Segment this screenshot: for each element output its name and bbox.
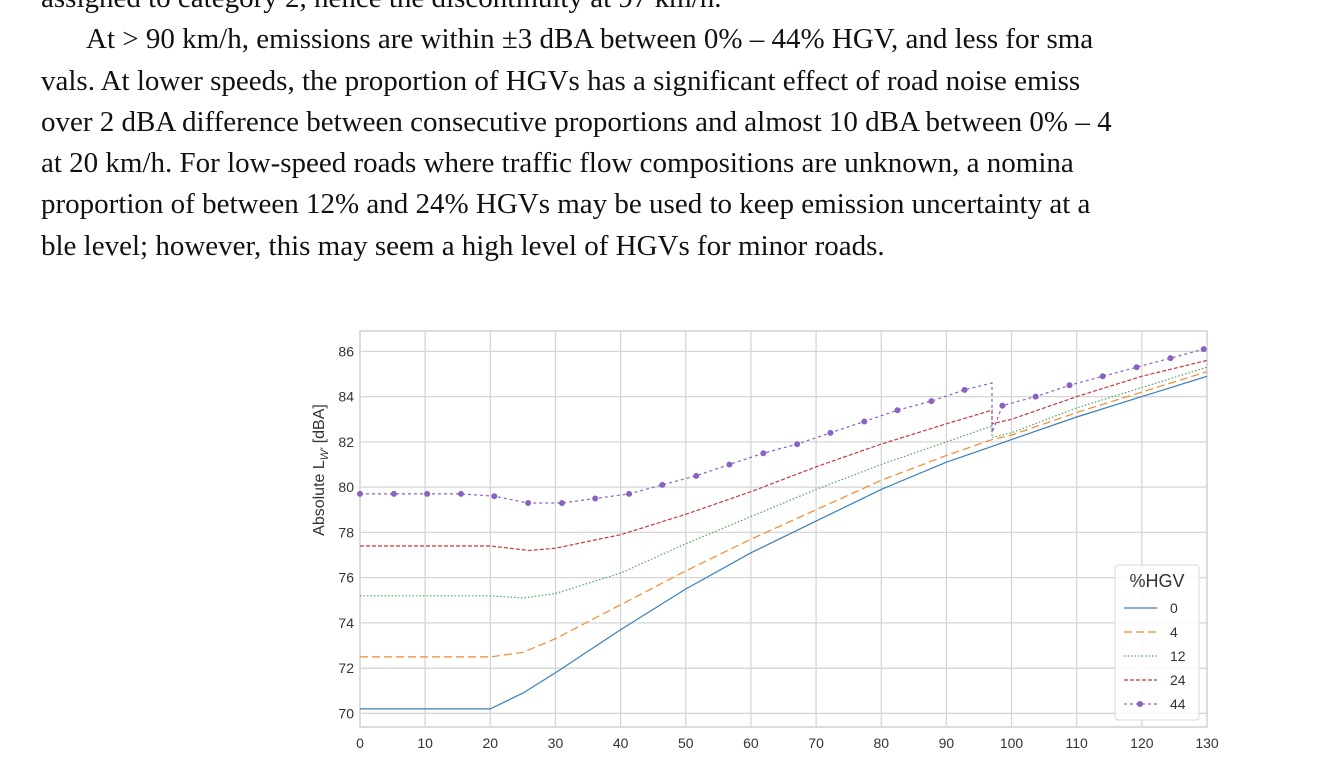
x-tick-label: 20 [483, 735, 499, 751]
x-tick-label: 90 [939, 735, 955, 751]
paragraph-line: assigned to category 2, hence the discon… [0, 0, 1341, 19]
x-tick-label: 80 [873, 735, 889, 751]
x-tick-label: 130 [1195, 735, 1219, 751]
x-tick-label: 120 [1130, 735, 1154, 751]
series-marker-44 [827, 429, 834, 436]
paragraph-line: ble level; however, this may seem a high… [41, 229, 885, 262]
x-tick-label: 30 [548, 735, 564, 751]
series-marker-44 [999, 402, 1006, 409]
y-tick-label: 84 [338, 389, 354, 405]
series-marker-44 [1032, 393, 1039, 400]
paragraph-line: At > 90 km/h, emissions are within ±3 dB… [86, 23, 1094, 56]
series-marker-44 [424, 490, 431, 497]
series-marker-44 [390, 490, 397, 497]
series-marker-44 [894, 407, 901, 414]
series-marker-44 [1167, 355, 1174, 362]
legend: %HGV 0 4 12 24 44 [1114, 564, 1200, 721]
y-tick-label: 82 [338, 434, 354, 450]
y-tick-label: 86 [338, 343, 354, 359]
series-marker-44 [1099, 373, 1106, 380]
series-line-12 [360, 366, 1208, 599]
series-marker-44 [491, 493, 498, 500]
x-tick-label: 0 [356, 735, 364, 751]
paragraph-line: vals. At lower speeds, the proportion of… [41, 64, 1081, 97]
y-tick-label: 72 [338, 660, 354, 676]
legend-label: 24 [1170, 672, 1186, 688]
x-tick-label: 70 [808, 735, 824, 751]
legend-box [1114, 564, 1200, 721]
y-tick-label: 74 [338, 615, 354, 631]
x-tick-label: 10 [417, 735, 433, 751]
series-marker-44 [525, 499, 532, 506]
series-marker-44 [794, 441, 801, 448]
y-tick-label: 76 [338, 570, 354, 586]
y-tick-label: 70 [338, 705, 354, 721]
series-marker-44 [693, 472, 700, 479]
legend-label: 12 [1170, 648, 1186, 664]
y-tick-label: 78 [338, 524, 354, 540]
legend-label: 44 [1170, 696, 1186, 712]
series-line-0 [360, 375, 1208, 710]
series-line-44 [360, 348, 1204, 504]
series-marker-44 [558, 499, 565, 506]
x-tick-label: 110 [1066, 735, 1089, 751]
series-marker-44 [726, 461, 733, 468]
series-marker-44 [659, 481, 666, 488]
series-marker-44 [626, 490, 633, 497]
x-tick-label: 50 [678, 735, 694, 751]
body-text: assigned to category 2, hence the discon… [0, 0, 1341, 267]
legend-label: 4 [1170, 624, 1178, 640]
paragraph-line: at 20 km/h. For low-speed roads where tr… [41, 147, 1074, 180]
series-marker-44 [1066, 382, 1073, 389]
series-marker-44 [961, 386, 968, 393]
x-tick-label: 100 [1000, 735, 1024, 751]
x-tick-label: 40 [613, 735, 629, 751]
legend-label: 0 [1170, 600, 1178, 616]
paragraph-line: proportion of between 12% and 24% HGVs m… [41, 188, 1091, 221]
y-axis-label: Absolute LW' [dBA] [311, 404, 331, 536]
x-tick-label: 60 [743, 735, 759, 751]
y-tick-label: 80 [338, 479, 354, 495]
series-marker-44 [592, 495, 599, 502]
series-marker-44 [760, 450, 767, 457]
legend-marker-44 [1137, 701, 1143, 707]
series-marker-44 [1200, 346, 1207, 353]
legend-title: %HGV [1129, 571, 1184, 591]
series-line-24 [360, 359, 1208, 552]
series-marker-44 [357, 490, 363, 497]
paragraph-line: over 2 dBA difference between consecutiv… [41, 105, 1112, 138]
series-marker-44 [1133, 364, 1140, 371]
series-marker-44 [928, 398, 935, 405]
series-marker-44 [861, 418, 868, 425]
series-line-4 [360, 371, 1208, 658]
series-marker-44 [457, 490, 464, 497]
